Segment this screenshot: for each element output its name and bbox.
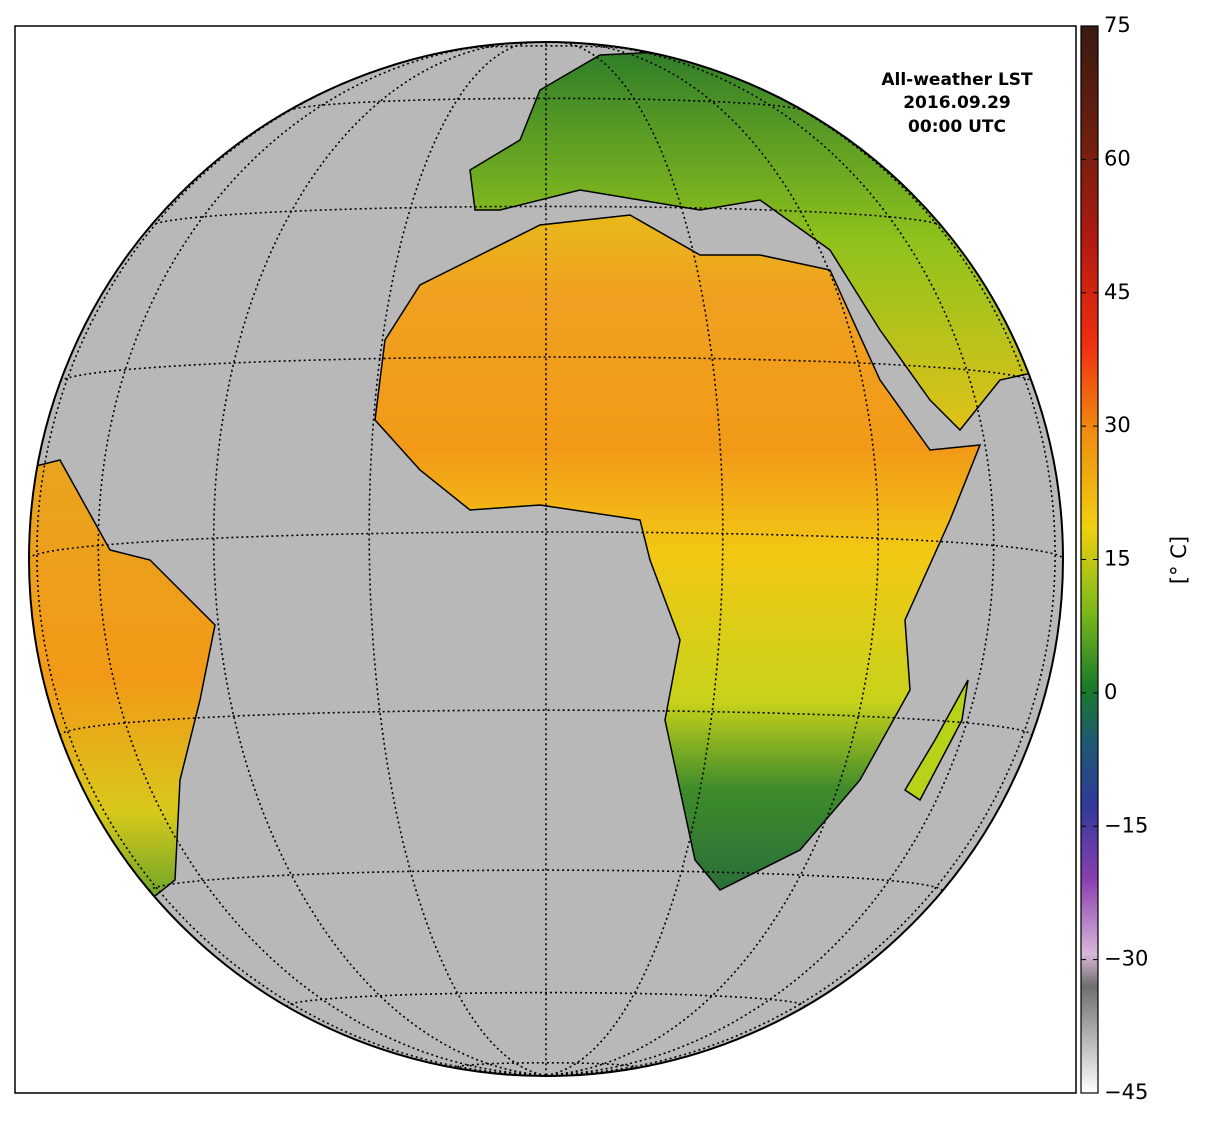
graticule-line xyxy=(150,205,942,227)
globe-outline xyxy=(28,41,1064,1077)
colorbar-tick-label: −30 xyxy=(1104,947,1148,971)
title-line: 2016.09.29 xyxy=(903,93,1011,113)
madagascar xyxy=(903,679,969,802)
colorbar-tick-label: 75 xyxy=(1104,13,1131,37)
graticule-line xyxy=(36,65,547,1076)
graticule-line xyxy=(97,43,547,1076)
graticule-line xyxy=(286,991,806,1008)
colorbar-tick-label: −15 xyxy=(1104,813,1148,837)
title-line: All-weather LST xyxy=(881,70,1033,90)
colorbar-label: [° C] xyxy=(1167,536,1191,584)
graticule-line xyxy=(545,43,995,1076)
africa xyxy=(374,214,982,891)
graticule-line xyxy=(212,42,547,1076)
graticule-line xyxy=(149,869,943,892)
graticule-line xyxy=(545,65,1056,1076)
colorbar-tick-label: 15 xyxy=(1104,547,1131,571)
colorbar-tick-label: −45 xyxy=(1104,1080,1148,1104)
colorbar-tick-label: 0 xyxy=(1104,680,1117,704)
colorbar-tick-label: 45 xyxy=(1104,280,1131,304)
colorbar-tick-label: 30 xyxy=(1104,413,1131,437)
colorbar-tick-label: 60 xyxy=(1104,146,1131,170)
graticule-line xyxy=(545,42,880,1076)
graticule-line xyxy=(460,45,632,50)
graticule-line xyxy=(545,42,724,1076)
title-line: 00:00 UTC xyxy=(908,117,1006,137)
map-title: All-weather LST 2016.09.29 00:00 UTC xyxy=(881,70,1033,137)
graticule-line xyxy=(368,42,547,1076)
